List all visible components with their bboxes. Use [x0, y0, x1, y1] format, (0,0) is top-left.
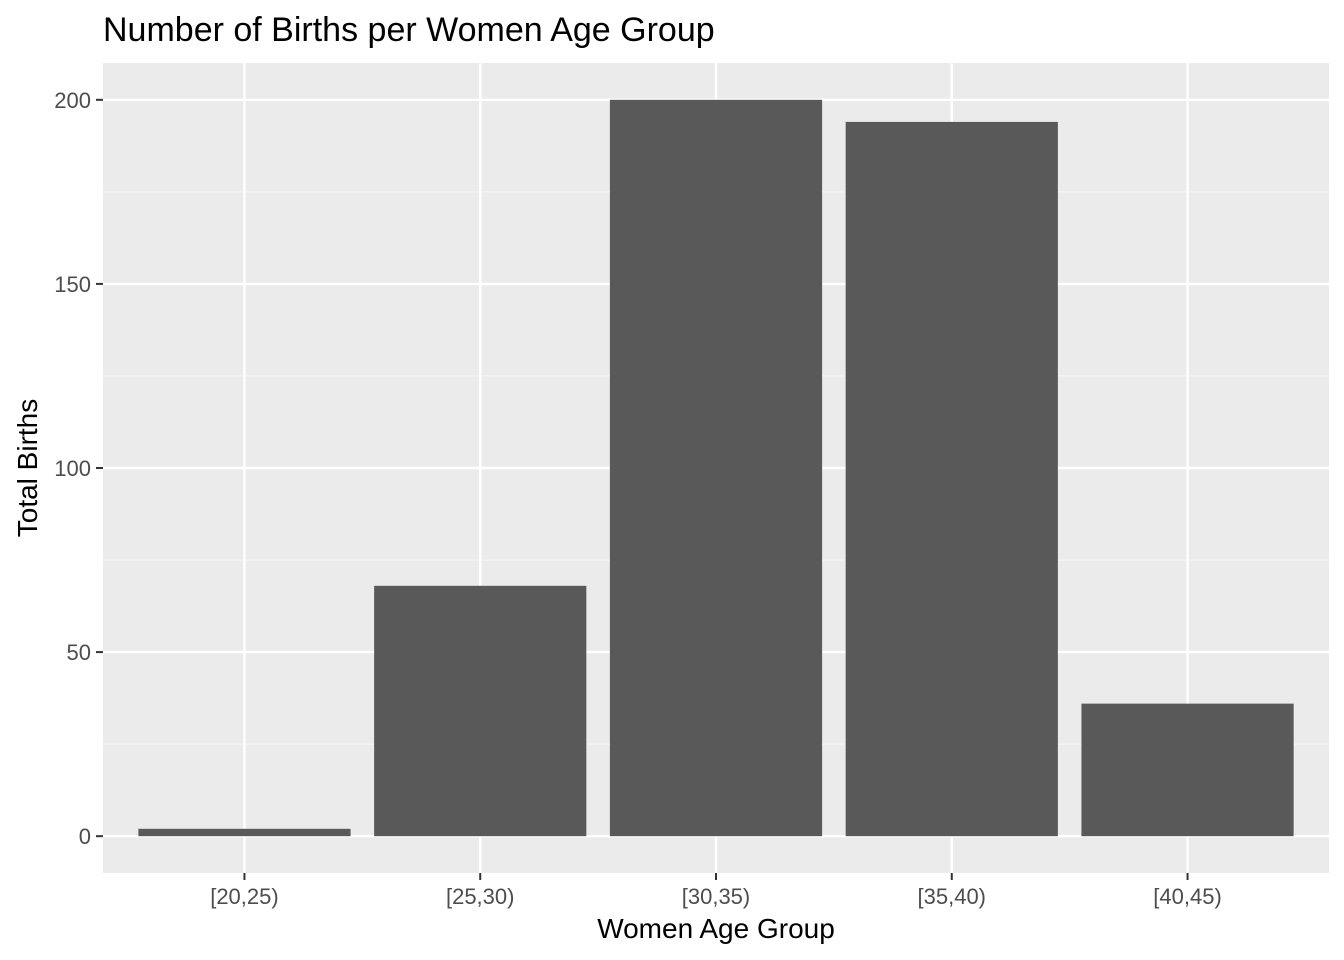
x-tick-label: [30,35) [682, 884, 751, 909]
bar-5 [1081, 703, 1294, 837]
x-tick-label: [40,45) [1153, 884, 1222, 909]
bars [138, 99, 1294, 837]
chart-title: Number of Births per Women Age Group [103, 11, 715, 49]
x-axis: [20,25) [25,30) [30,35) [35,40) [40,45) [210, 873, 1222, 909]
y-tick-label: 100 [54, 456, 91, 481]
x-tick-label: [35,40) [918, 884, 987, 909]
bar-4 [845, 121, 1058, 837]
y-tick-label: 50 [67, 640, 91, 665]
x-axis-title: Women Age Group [597, 913, 835, 944]
x-tick-label: [25,30) [446, 884, 515, 909]
y-tick-label: 200 [54, 88, 91, 113]
x-tick-label: [20,25) [210, 884, 279, 909]
y-tick-label: 150 [54, 272, 91, 297]
y-tick-label: 0 [79, 824, 91, 849]
bar-1 [138, 828, 351, 837]
y-axis-title: Total Births [12, 399, 43, 538]
bar-3 [609, 99, 823, 837]
bar-2 [374, 585, 587, 837]
y-axis: 0 50 100 150 200 [54, 88, 103, 849]
